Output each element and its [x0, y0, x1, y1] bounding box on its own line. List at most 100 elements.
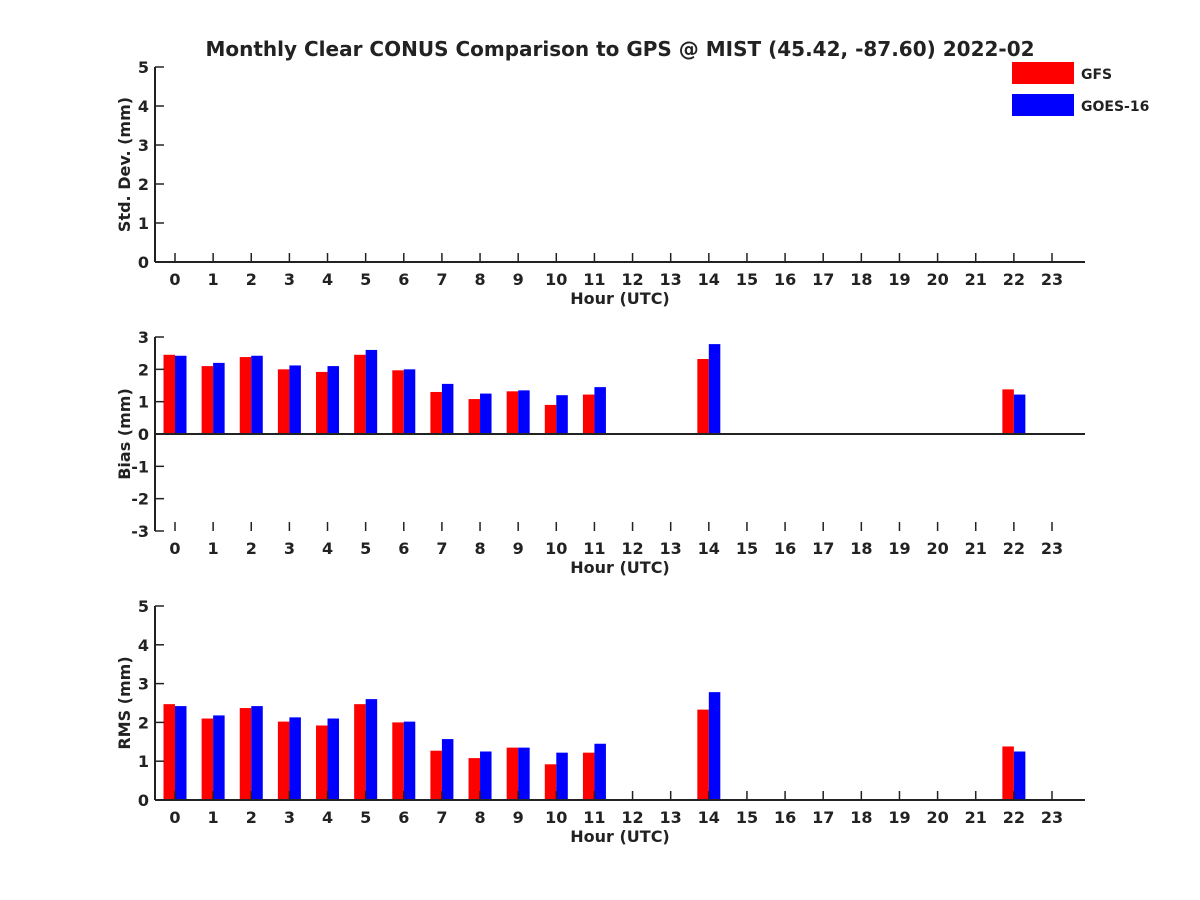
x-tick-label: 8 — [474, 808, 485, 827]
bar-gfs-hour-9 — [506, 747, 519, 800]
x-tick-label: 1 — [208, 539, 219, 558]
bar-gfs-hour-7 — [430, 391, 442, 434]
x-tick-label: 3 — [284, 539, 295, 558]
x-tick-label: 23 — [1041, 270, 1063, 289]
bar-goes16-hour-22 — [1013, 751, 1026, 800]
bar-goes16-hour-8 — [480, 751, 492, 800]
legend: GFS GOES-16 — [1012, 62, 1149, 116]
bar-gfs-hour-2 — [239, 357, 252, 434]
x-tick-label: 19 — [888, 270, 910, 289]
x-tick-label: 19 — [888, 539, 910, 558]
x-tick-label: 14 — [698, 270, 720, 289]
x-tick-label: 9 — [513, 270, 524, 289]
bar-goes16-hour-2 — [251, 355, 263, 434]
x-tick-label: 14 — [698, 808, 720, 827]
y-tick-label: 3 — [138, 675, 149, 694]
x-tick-label: 1 — [208, 270, 219, 289]
y-axis-label: RMS (mm) — [115, 656, 134, 749]
x-tick-label: 13 — [660, 539, 682, 558]
bar-gfs-hour-10 — [544, 764, 557, 800]
legend-swatch-goes16 — [1012, 94, 1074, 116]
x-tick-label: 1 — [208, 808, 219, 827]
bar-gfs-hour-0 — [163, 704, 175, 800]
bar-gfs-hour-11 — [582, 752, 595, 800]
x-tick-label: 4 — [322, 270, 333, 289]
x-tick-label: 11 — [583, 270, 605, 289]
bar-gfs-hour-1 — [201, 366, 214, 434]
x-tick-label: 0 — [169, 539, 180, 558]
y-tick-label: -2 — [131, 490, 149, 509]
x-axis-label: Hour (UTC) — [570, 558, 670, 577]
x-tick-label: 23 — [1041, 539, 1063, 558]
bar-goes16-hour-22 — [1013, 394, 1026, 434]
x-tick-label: 12 — [621, 539, 643, 558]
x-tick-label: 7 — [436, 270, 447, 289]
bar-gfs-hour-22 — [1002, 389, 1014, 434]
x-tick-label: 5 — [360, 808, 371, 827]
y-tick-label: 0 — [138, 425, 149, 444]
x-tick-label: 8 — [474, 539, 485, 558]
bar-gfs-hour-9 — [506, 391, 519, 434]
bar-goes16-hour-14 — [708, 692, 721, 800]
bar-goes16-hour-2 — [251, 706, 263, 800]
x-tick-label: 16 — [774, 808, 796, 827]
y-tick-label: 3 — [138, 136, 149, 155]
x-tick-label: 19 — [888, 808, 910, 827]
x-tick-label: 18 — [850, 539, 872, 558]
bar-gfs-hour-11 — [582, 394, 595, 434]
bar-goes16-hour-0 — [175, 706, 187, 800]
x-tick-label: 21 — [965, 539, 987, 558]
bar-gfs-hour-0 — [163, 354, 175, 434]
x-tick-label: 15 — [736, 539, 758, 558]
y-tick-label: 5 — [138, 597, 149, 616]
x-tick-label: 18 — [850, 808, 872, 827]
bar-gfs-hour-4 — [316, 371, 328, 434]
bar-gfs-hour-5 — [354, 354, 366, 434]
bar-gfs-hour-6 — [392, 370, 404, 434]
bar-gfs-hour-3 — [277, 369, 290, 434]
y-tick-label: 4 — [138, 97, 149, 116]
y-tick-label: 2 — [138, 713, 149, 732]
y-tick-label: 0 — [138, 791, 149, 810]
x-tick-label: 3 — [284, 270, 295, 289]
x-tick-label: 14 — [698, 539, 720, 558]
x-tick-label: 5 — [360, 270, 371, 289]
x-tick-label: 22 — [1003, 539, 1025, 558]
x-tick-label: 9 — [513, 808, 524, 827]
x-tick-label: 4 — [322, 539, 333, 558]
bar-goes16-hour-0 — [175, 355, 187, 434]
y-tick-label: 5 — [138, 58, 149, 77]
x-tick-label: 12 — [621, 270, 643, 289]
bar-goes16-hour-6 — [403, 369, 416, 434]
x-tick-label: 17 — [812, 808, 834, 827]
x-tick-label: 12 — [621, 808, 643, 827]
bar-goes16-hour-11 — [594, 387, 606, 434]
y-tick-label: 1 — [138, 214, 149, 233]
bar-goes16-hour-4 — [327, 366, 340, 434]
y-tick-label: 2 — [138, 175, 149, 194]
x-tick-label: 0 — [169, 270, 180, 289]
bar-gfs-hour-8 — [468, 758, 481, 800]
x-tick-label: 21 — [965, 808, 987, 827]
bar-gfs-hour-10 — [544, 404, 557, 434]
x-tick-label: 20 — [926, 270, 948, 289]
bar-gfs-hour-7 — [430, 750, 442, 800]
x-tick-label: 17 — [812, 539, 834, 558]
bar-goes16-hour-1 — [213, 715, 225, 800]
y-tick-label: 3 — [138, 328, 149, 347]
bar-goes16-hour-14 — [708, 344, 721, 434]
x-tick-label: 4 — [322, 808, 333, 827]
y-tick-label: -3 — [131, 522, 149, 541]
bar-goes16-hour-10 — [556, 395, 568, 434]
bar-gfs-hour-5 — [354, 704, 366, 800]
bar-goes16-hour-7 — [441, 383, 454, 434]
y-tick-label: 1 — [138, 393, 149, 412]
x-tick-label: 10 — [545, 270, 567, 289]
y-tick-label: 4 — [138, 636, 149, 655]
x-tick-label: 0 — [169, 808, 180, 827]
bar-gfs-hour-14 — [697, 709, 709, 800]
